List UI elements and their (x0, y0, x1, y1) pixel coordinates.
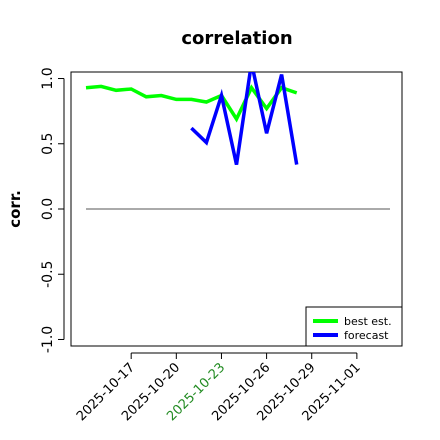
legend-label-best-est: best est. (344, 315, 392, 328)
y-tick-label: 0.5 (40, 133, 56, 155)
plot-frame (70, 71, 403, 347)
y-tick-label: 0.0 (40, 198, 56, 220)
series-layer (85, 72, 299, 165)
y-tick-label: -0.5 (40, 261, 56, 288)
chart-title: correlation (181, 28, 292, 49)
legend: best est. forecast (305, 306, 403, 347)
y-tick-label: 1.0 (40, 67, 56, 89)
plot-area (70, 71, 403, 347)
y-axis: -1.0 -0.5 0.0 0.5 1.0 (40, 67, 65, 353)
legend-label-forecast: forecast (344, 329, 389, 342)
series-line-forecast (190, 72, 299, 165)
legend-box (305, 306, 403, 347)
x-axis: 2025-10-172025-10-202025-10-232025-10-26… (74, 352, 364, 424)
series-line-best-est (85, 84, 298, 123)
y-tick-label: -1.0 (40, 326, 56, 353)
y-axis-label: corr. (6, 190, 24, 228)
